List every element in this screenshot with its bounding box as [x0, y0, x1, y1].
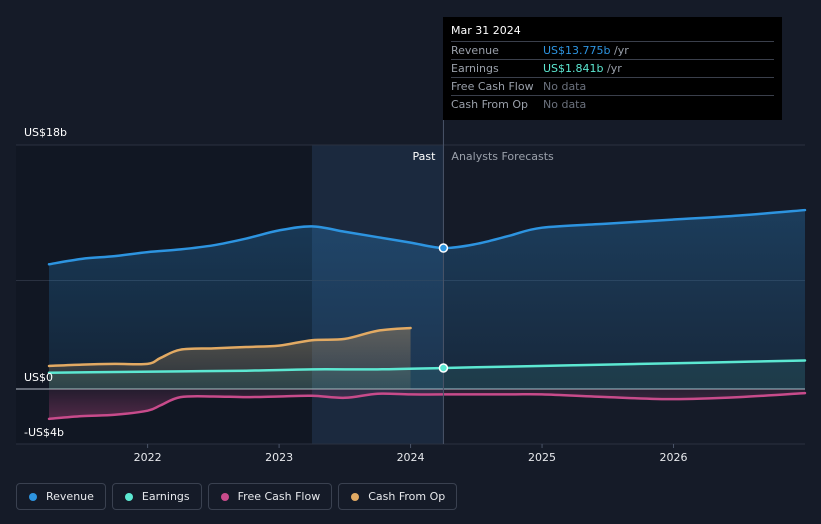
earnings-line	[47, 359, 807, 374]
forecast-label: Analysts Forecasts	[451, 150, 554, 163]
legend-label: Revenue	[46, 490, 94, 503]
x-axis-label: 2024	[397, 451, 425, 464]
tooltip-value: No data	[543, 98, 587, 111]
fcf-dot-icon	[220, 492, 229, 501]
tooltip-label: Revenue	[451, 44, 499, 57]
legend-item-revenue[interactable]: Revenue	[16, 483, 106, 510]
tooltip: Mar 31 2024 Revenue US$13.775b /yr Earni…	[443, 17, 782, 120]
past-label: Past	[412, 150, 436, 163]
revenue-marker	[438, 243, 449, 253]
tooltip-label: Cash From Op	[451, 98, 529, 111]
cfo-line	[47, 326, 412, 368]
data-markers	[438, 243, 449, 373]
legend-item-cfo[interactable]: Cash From Op	[338, 483, 458, 510]
series-areas	[49, 210, 805, 419]
earnings-area	[49, 360, 805, 389]
tooltip-value: No data	[543, 80, 587, 93]
y-axis-label: -US$4b	[24, 426, 64, 439]
cfo-area	[49, 328, 411, 389]
tooltip-label: Earnings	[451, 62, 499, 75]
earnings-marker	[438, 363, 449, 373]
legend-item-fcf[interactable]: Free Cash Flow	[207, 483, 333, 510]
cfo-dot-icon	[351, 492, 360, 501]
revenue-line	[47, 208, 807, 266]
tooltip-row-fcf: Free Cash Flow No data	[451, 77, 774, 95]
series-lines	[47, 208, 807, 421]
tooltip-date: Mar 31 2024	[451, 24, 521, 37]
tooltip-row-cfo: Cash From Op No data	[451, 95, 774, 113]
legend-label: Earnings	[141, 490, 190, 503]
y-axis-labels: US$18b US$0 -US$4b	[24, 126, 67, 439]
tooltip-row-revenue: Revenue US$13.775b /yr	[451, 41, 774, 59]
x-axis-label: 2026	[660, 451, 688, 464]
legend-label: Free Cash Flow	[237, 490, 321, 503]
tooltip-value: US$1.841b	[543, 62, 604, 75]
y-axis-label: US$0	[24, 371, 53, 384]
tooltip-unit: /yr	[610, 44, 629, 57]
revenue-dot-icon	[29, 492, 37, 501]
tooltip-row-earnings: Earnings US$1.841b /yr	[451, 59, 774, 77]
x-axis-label: 2022	[134, 451, 162, 464]
legend-item-earnings[interactable]: Earnings	[111, 483, 202, 510]
legend-label: Cash From Op	[368, 490, 446, 503]
earnings-dot-icon	[124, 492, 133, 501]
y-axis-label: US$18b	[24, 126, 67, 139]
x-axis-labels: 2022 2023 2024 2025 2026	[134, 444, 688, 464]
x-axis-label: 2023	[265, 451, 293, 464]
tooltip-label: Free Cash Flow	[451, 80, 534, 93]
revenue-area	[49, 210, 805, 389]
legend: Revenue Earnings Free Cash Flow Cash Fro…	[16, 483, 458, 512]
x-axis-label: 2025	[528, 451, 556, 464]
tooltip-unit: /yr	[603, 62, 622, 75]
fcf-line	[47, 391, 807, 421]
tooltip-value: US$13.775b	[543, 44, 611, 57]
